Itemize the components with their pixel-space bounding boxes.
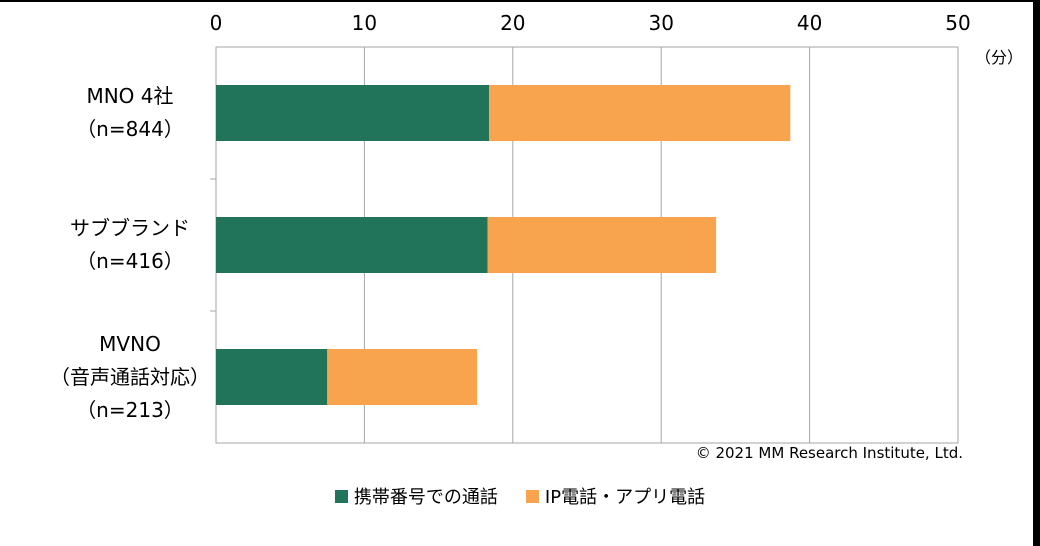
unit-label: （分） [975,48,1024,67]
category-label: MNO 4社 （n=844） [30,80,230,146]
x-tick-label: 10 [352,11,377,35]
category-label-line: （n=213） [76,397,184,422]
legend-item: IP電話・アプリ電話 [525,483,706,509]
category-label-line: MNO 4社 [86,84,174,108]
legend-item: 携帯番号での通話 [334,483,498,509]
category-label-line: （n=416） [76,249,184,273]
x-tick-label: 30 [648,11,673,35]
bar-segment [216,349,328,405]
category-label-line: （n=844） [76,117,184,141]
bar-segment [327,349,478,405]
category-label-line: （音声通話対応） [50,364,210,389]
right-border [1033,0,1040,546]
bar-segment [487,217,717,273]
copyright: © 2021 MM Research Institute, Ltd. [695,444,963,462]
bar-segment [489,85,791,141]
category-label-line: サブブランド [70,216,190,240]
x-tick-label: 20 [500,11,525,35]
bar-segment [216,217,488,273]
x-tick-label: 50 [945,11,970,35]
x-tick-label: 40 [797,11,822,35]
legend: 携帯番号での通話 IP電話・アプリ電話 [0,483,1040,509]
category-label-line: MVNO [99,331,161,356]
legend-swatch [334,489,348,503]
category-label: サブブランド （n=416） [30,212,230,278]
legend-label: 携帯番号での通話 [353,487,498,508]
bar-segment [216,85,490,141]
legend-swatch [525,489,539,503]
legend-label: IP電話・アプリ電話 [544,487,706,508]
category-label: MVNO （音声通話対応） （n=213） [30,328,230,427]
x-tick-label: 0 [210,11,223,35]
top-border [0,0,1040,2]
